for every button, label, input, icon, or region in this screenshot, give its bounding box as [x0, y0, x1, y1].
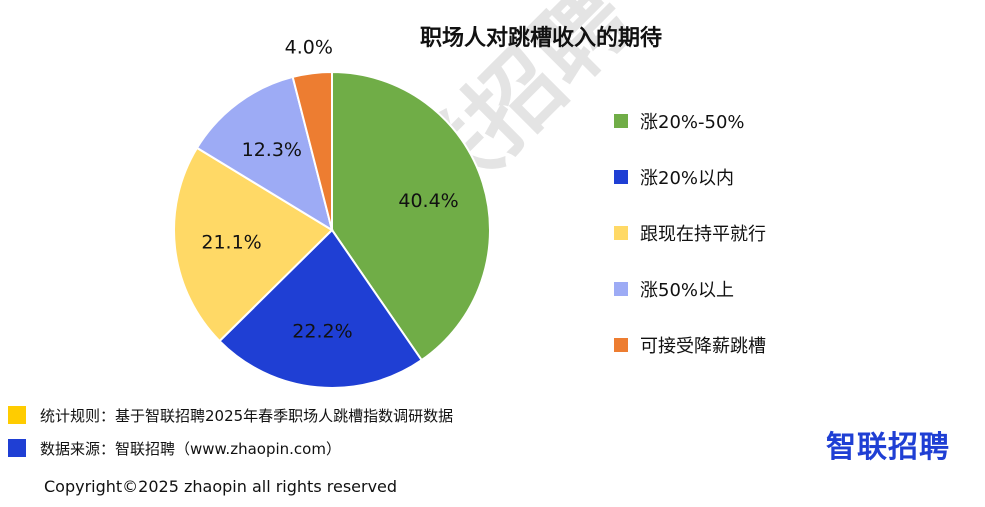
pie-slice: [291, 70, 333, 231]
slice-percent-label: 40.4%: [398, 190, 458, 212]
footnote-rule-text: 统计规则：基于智联招聘2025年春季职场人跳槽指数调研数据: [40, 407, 454, 425]
slice-percent-label: 21.1%: [201, 232, 261, 254]
slice-percent-label: 22.2%: [292, 321, 352, 343]
legend-swatch: [614, 282, 628, 296]
legend-label: 可接受降薪跳槽: [640, 336, 766, 357]
pie-slice: [331, 70, 491, 362]
legend-label: 涨50%以上: [640, 280, 734, 301]
footnote-rule: 统计规则：基于智联招聘2025年春季职场人跳槽指数调研数据: [8, 406, 453, 426]
copyright: Copyright©2025 zhaopin all rights reserv…: [44, 477, 398, 496]
slice-percent-label: 12.3%: [242, 139, 302, 161]
legend-swatch: [614, 338, 628, 352]
legend-swatch: [614, 226, 628, 240]
chart-title: 职场人对跳槽收入的期待: [420, 25, 662, 51]
blue-square-icon: [8, 439, 26, 457]
footnote-source-text: 数据来源：智联招聘（www.zhaopin.com）: [40, 440, 341, 458]
pie-slice: [173, 146, 334, 343]
legend-label: 涨20%以内: [640, 168, 734, 189]
slice-percent-label: 4.0%: [285, 36, 333, 58]
pie-slice: [195, 75, 334, 233]
pie-slice: [218, 228, 424, 389]
legend-swatch: [614, 114, 628, 128]
legend-label: 涨20%-50%: [640, 112, 745, 133]
brand-logo: 智联招聘: [826, 430, 950, 465]
legend-swatch: [614, 170, 628, 184]
legend-label: 跟现在持平就行: [640, 224, 766, 245]
footnote-source: 数据来源：智联招聘（www.zhaopin.com）: [8, 439, 341, 459]
yellow-square-icon: [8, 406, 26, 424]
